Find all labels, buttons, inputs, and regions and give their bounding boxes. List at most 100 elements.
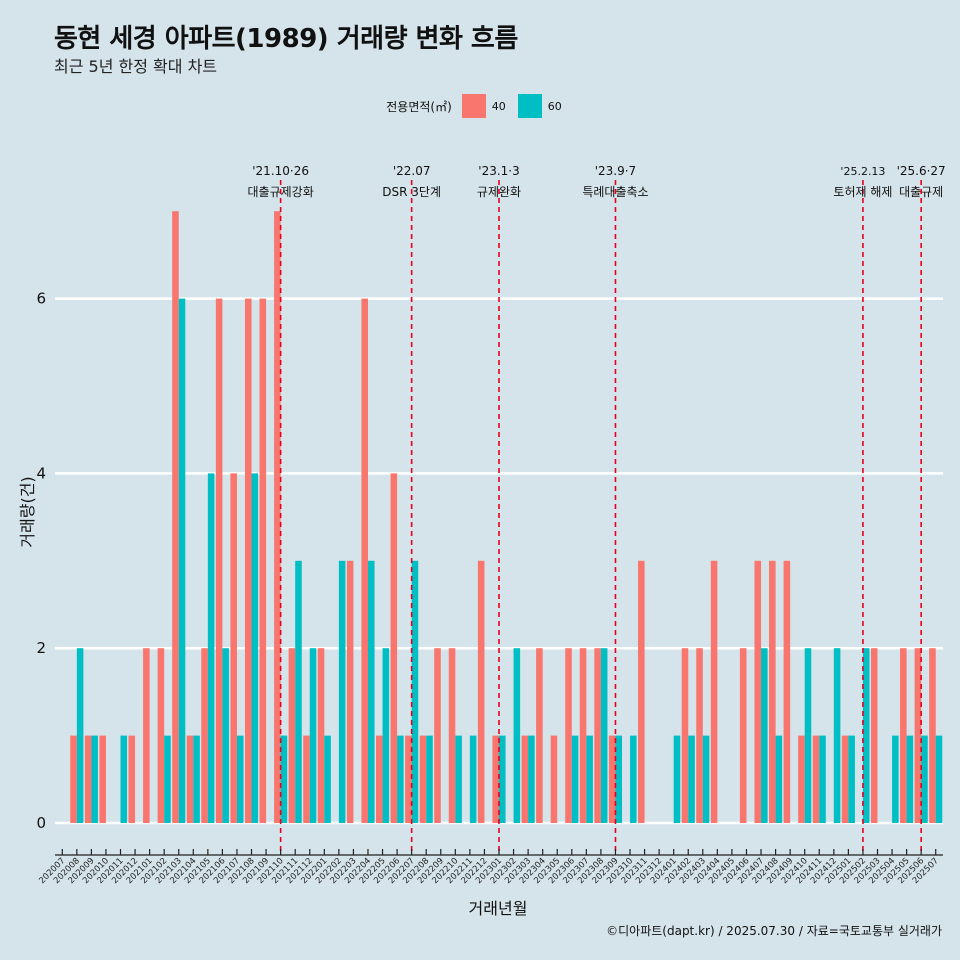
bar-60-202302 bbox=[513, 648, 521, 823]
chart-title: 동현 세경 아파트(1989) 거래량 변화 흐름 bbox=[54, 24, 518, 54]
bar-60-202106 bbox=[222, 648, 229, 823]
bar-40-202304 bbox=[536, 648, 543, 823]
bar-60-202303 bbox=[528, 735, 535, 823]
bar-60-202105 bbox=[207, 473, 215, 823]
annotation-date-202309: '23.9·7 bbox=[595, 164, 636, 178]
bar-40-202201 bbox=[317, 648, 325, 823]
bar-40-202207 bbox=[405, 735, 412, 823]
bar-40-202108 bbox=[244, 298, 252, 824]
bar-60-202403 bbox=[702, 735, 710, 823]
bar-40-202503 bbox=[870, 648, 878, 823]
bar-60-202310 bbox=[630, 735, 637, 823]
bar-60-202205 bbox=[382, 648, 390, 823]
annotation-label-202207: DSR 3단계 bbox=[382, 185, 441, 199]
bar-60-202108 bbox=[251, 473, 259, 823]
bar-40-202505 bbox=[900, 648, 907, 823]
bar-40-202010 bbox=[99, 735, 106, 823]
bar-40-202501 bbox=[841, 735, 849, 823]
legend-label-40: 40 bbox=[491, 99, 506, 113]
bar-40-202408 bbox=[769, 560, 776, 823]
bar-40-202210 bbox=[448, 648, 456, 823]
bar-40-202205 bbox=[375, 735, 383, 823]
bar-60-202307 bbox=[586, 735, 593, 823]
bar-60-202204 bbox=[367, 560, 375, 823]
bar-40-202404 bbox=[710, 560, 718, 823]
bar-60-202412 bbox=[833, 648, 841, 823]
bar-60-202210 bbox=[455, 735, 462, 823]
annotation-date-202506: '25.6·27 bbox=[897, 164, 946, 178]
bar-40-202208 bbox=[419, 735, 427, 823]
bar-40-202009 bbox=[84, 735, 92, 823]
axes: 2020072020082020092020102020112020122021… bbox=[37, 849, 943, 886]
bar-60-202206 bbox=[397, 735, 404, 823]
bar-40-202012 bbox=[128, 735, 136, 823]
bar-60-202102 bbox=[164, 735, 171, 823]
chart-subtitle: 최근 5년 한정 확대 차트 bbox=[54, 57, 218, 76]
bar-40-202311 bbox=[638, 560, 645, 823]
bar-40-202403 bbox=[696, 648, 703, 823]
y-axis-label: 거래량(건) bbox=[18, 476, 37, 547]
bar-40-202204 bbox=[361, 298, 368, 824]
bar-60-202207 bbox=[411, 560, 419, 823]
bar-60-202401 bbox=[673, 735, 681, 823]
bar-40-202411 bbox=[812, 735, 820, 823]
annotation-label-202502: 토허제 해제 bbox=[833, 185, 892, 199]
legend: 전용면적(㎡) 40 60 bbox=[0, 94, 960, 118]
bar-40-202409 bbox=[783, 560, 791, 823]
bar-40-202105 bbox=[201, 648, 208, 823]
bar-60-202309 bbox=[615, 735, 623, 823]
bar-40-202008 bbox=[70, 735, 77, 823]
bar-60-202506 bbox=[921, 735, 928, 823]
bar-40-202305 bbox=[550, 735, 558, 823]
bar-60-202301 bbox=[499, 735, 506, 823]
bar-40-202101 bbox=[143, 648, 150, 823]
bar-60-202008 bbox=[76, 648, 84, 823]
y-tick-label-4: 4 bbox=[36, 464, 46, 482]
x-axis-label: 거래년월 bbox=[469, 899, 528, 918]
y-tick-label-2: 2 bbox=[36, 639, 46, 657]
bar-40-202410 bbox=[798, 735, 805, 823]
annotation-label-202110: 대출규제강화 bbox=[248, 185, 314, 199]
legend-title: 전용면적(㎡) bbox=[386, 99, 452, 114]
bar-40-202309 bbox=[608, 735, 616, 823]
legend-swatch-60 bbox=[517, 94, 542, 118]
bar-60-202103 bbox=[178, 298, 186, 824]
bar-60-202402 bbox=[688, 735, 695, 823]
bar-60-202411 bbox=[819, 735, 826, 823]
legend-label-60: 60 bbox=[547, 99, 562, 113]
bar-40-202307 bbox=[579, 648, 587, 823]
bar-40-202103 bbox=[172, 211, 179, 823]
annotation-date-202110: '21.10·26 bbox=[252, 164, 309, 178]
bar-40-202102 bbox=[157, 648, 165, 823]
y-tick-label-6: 6 bbox=[36, 290, 46, 308]
bar-40-202212 bbox=[477, 560, 485, 823]
bar-40-202402 bbox=[681, 648, 689, 823]
annotation-date-202207: '22.07 bbox=[393, 164, 431, 178]
bar-40-202206 bbox=[390, 473, 398, 823]
bar-40-202308 bbox=[594, 648, 601, 823]
annotation-date-202502: '25.2.13 bbox=[840, 165, 885, 178]
bar-60-202501 bbox=[848, 735, 855, 823]
bar-60-202408 bbox=[775, 735, 783, 823]
bar-60-202208 bbox=[426, 735, 433, 823]
legend-item-40: 40 bbox=[461, 94, 506, 118]
bar-60-202502 bbox=[862, 648, 870, 823]
bar-40-202203 bbox=[346, 560, 354, 823]
bar-40-202110 bbox=[274, 211, 281, 823]
bar-60-202308 bbox=[600, 648, 608, 823]
bar-60-202306 bbox=[571, 735, 579, 823]
bar-40-202104 bbox=[186, 735, 194, 823]
bar-60-202110 bbox=[280, 735, 288, 823]
legend-item-60: 60 bbox=[517, 94, 562, 118]
bar-40-202507 bbox=[929, 648, 936, 823]
bars bbox=[70, 211, 943, 824]
bar-60-202201 bbox=[324, 735, 331, 823]
bar-40-202107 bbox=[230, 473, 237, 823]
annotation-label-202506: 대출규제 bbox=[899, 185, 943, 199]
bar-40-202111 bbox=[288, 648, 296, 823]
bar-60-202107 bbox=[236, 735, 244, 823]
annotation-date-202301: '23.1·3 bbox=[478, 164, 519, 178]
bar-40-202406 bbox=[739, 648, 747, 823]
y-tick-label-0: 0 bbox=[36, 814, 46, 832]
